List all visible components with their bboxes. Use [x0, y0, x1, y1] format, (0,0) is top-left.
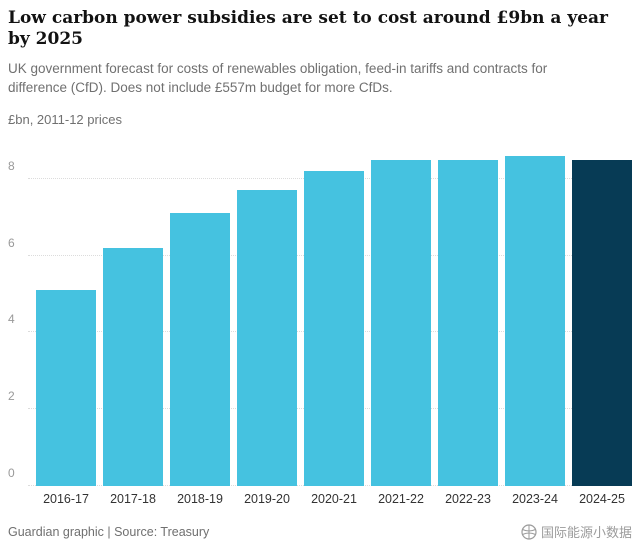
y-tick-label: 6	[8, 235, 15, 250]
x-tick-label: 2021-22	[378, 491, 424, 506]
bar-column	[36, 141, 96, 486]
bar-column	[505, 141, 565, 486]
chart-title: Low carbon power subsidies are set to co…	[8, 8, 608, 50]
x-tick-label: 2024-25	[579, 491, 625, 506]
y-tick-label: 8	[8, 158, 15, 173]
x-axis-labels: 2016-17 2017-18 2018-19 2019-20 2020-21 2021-…	[36, 492, 632, 506]
x-tick-label: 2019-20	[244, 491, 290, 506]
bar-column	[304, 141, 364, 486]
bar-column	[237, 141, 297, 486]
footer: Guardian graphic | Source: Treasury 国际能源…	[8, 522, 632, 541]
x-tick-label: 2022-23	[445, 491, 491, 506]
bar	[438, 159, 498, 486]
wechat-logo-icon	[521, 523, 537, 540]
x-tick-label: 2017-18	[110, 491, 156, 506]
bar	[170, 213, 230, 486]
bar-column	[572, 141, 632, 486]
y-tick-label: 4	[8, 312, 15, 327]
bar-column	[371, 141, 431, 486]
bar	[572, 159, 632, 486]
watermark: 国际能源小数据	[521, 522, 632, 541]
watermark-text: 国际能源小数据	[540, 525, 632, 540]
source-credit: Guardian graphic | Source: Treasury	[8, 524, 210, 539]
bar	[103, 247, 163, 486]
bar	[304, 171, 364, 486]
bar	[237, 190, 297, 486]
x-tick-label: 2016-17	[43, 491, 89, 506]
bar-chart: 0 2 4 6 8 2016-17 2017-18 2018-19 2019-20 2020-2…	[8, 141, 632, 506]
x-tick-label: 2020-21	[311, 491, 357, 506]
bars	[36, 141, 632, 486]
bar-column	[170, 141, 230, 486]
bar	[36, 290, 96, 486]
y-tick-label: 2	[8, 388, 15, 403]
bar	[371, 159, 431, 486]
bar	[505, 155, 565, 486]
plot-area: 0 2 4 6 8	[8, 141, 632, 486]
bar-column	[438, 141, 498, 486]
chart-page: Low carbon power subsidies are set to co…	[8, 8, 632, 506]
bar-column	[103, 141, 163, 486]
x-tick-label: 2023-24	[512, 491, 558, 506]
x-tick-label: 2018-19	[177, 491, 223, 506]
chart-subtitle: UK government forecast for costs of rene…	[8, 60, 548, 96]
unit-label: £bn, 2011-12 prices	[8, 111, 122, 127]
y-tick-label: 0	[8, 465, 15, 480]
